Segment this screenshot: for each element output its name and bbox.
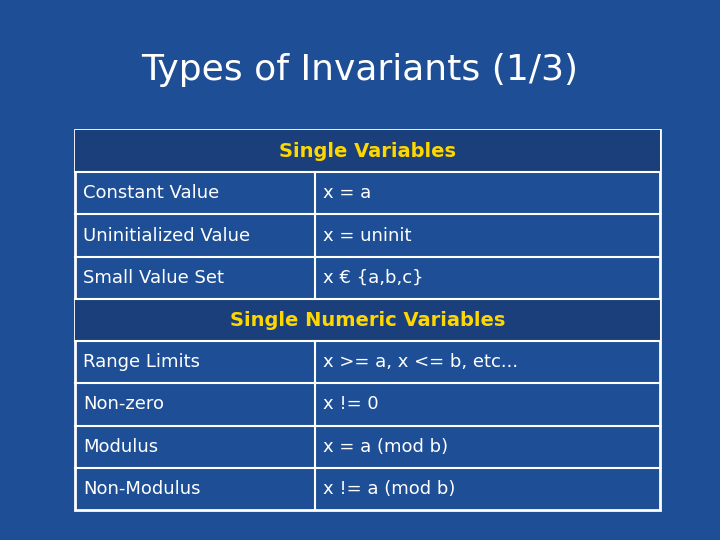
Bar <box>75 130 660 510</box>
Text: Range Limits: Range Limits <box>83 353 200 371</box>
Text: Non-Modulus: Non-Modulus <box>83 480 200 498</box>
Text: Small Value Set: Small Value Set <box>83 269 224 287</box>
Text: Types of Invariants (1/3): Types of Invariants (1/3) <box>142 53 578 87</box>
Text: Single Variables: Single Variables <box>279 141 456 160</box>
Text: x = a (mod b): x = a (mod b) <box>323 437 448 456</box>
Text: Single Numeric Variables: Single Numeric Variables <box>230 310 505 329</box>
Text: x != a (mod b): x != a (mod b) <box>323 480 455 498</box>
Bar <box>75 299 660 341</box>
Text: x >= a, x <= b, etc...: x >= a, x <= b, etc... <box>323 353 518 371</box>
Text: Uninitialized Value: Uninitialized Value <box>83 227 250 245</box>
Text: x € {a,b,c}: x € {a,b,c} <box>323 269 423 287</box>
Text: x != 0: x != 0 <box>323 395 379 414</box>
Bar <box>75 130 660 172</box>
Text: x = a: x = a <box>323 184 371 202</box>
Text: Constant Value: Constant Value <box>83 184 220 202</box>
Text: x = uninit: x = uninit <box>323 227 411 245</box>
Text: Non-zero: Non-zero <box>83 395 164 414</box>
Text: Modulus: Modulus <box>83 437 158 456</box>
